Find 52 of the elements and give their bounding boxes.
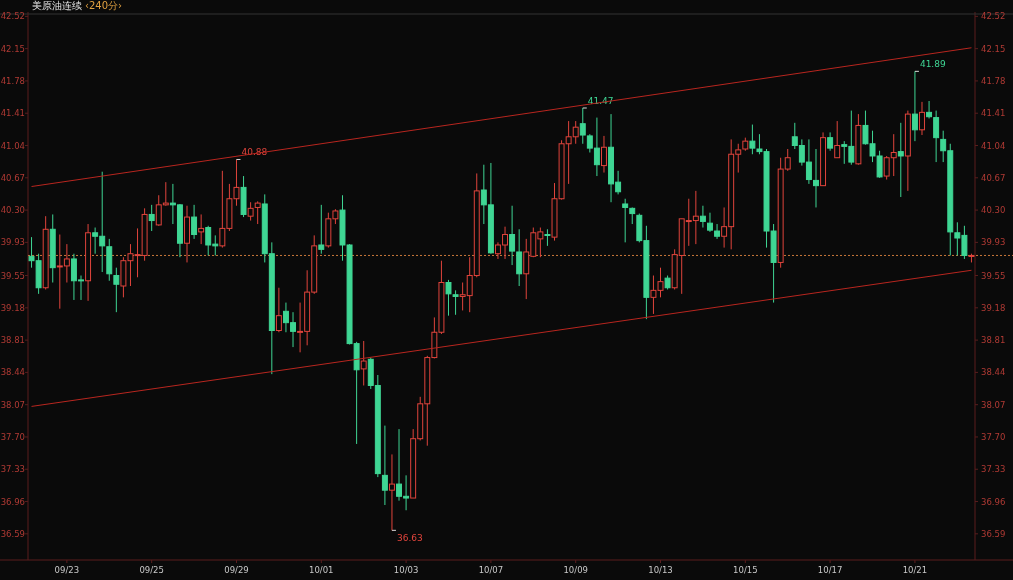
y2-tick-label: 39.18 bbox=[981, 302, 1006, 313]
y2-tick-label: 36.59 bbox=[981, 528, 1006, 539]
y-tick-label: 38.81 bbox=[0, 335, 25, 346]
y2-tick-label: 42.15 bbox=[981, 43, 1006, 54]
y2-tick-label: 40.30 bbox=[981, 205, 1006, 216]
y2-tick-label: 38.81 bbox=[981, 335, 1006, 346]
y-tick-label: 41.04 bbox=[0, 140, 25, 151]
y-tick-label: 36.59 bbox=[0, 528, 25, 539]
y2-tick-label: 36.96 bbox=[981, 496, 1006, 507]
y2-tick-label: 41.78 bbox=[981, 75, 1006, 86]
y2-tick-label: 40.67 bbox=[981, 172, 1006, 183]
y-tick-label: 37.33 bbox=[0, 464, 25, 475]
y-tick-label: 42.52 bbox=[0, 11, 25, 22]
chart-subtitle: ‹240分› bbox=[85, 0, 123, 11]
y-tick-label: 38.44 bbox=[0, 367, 25, 378]
y-tick-label: 37.70 bbox=[0, 431, 25, 442]
y-tick-label: 39.18 bbox=[0, 302, 25, 313]
y2-tick-label: 38.07 bbox=[981, 399, 1006, 410]
y-tick-label: 41.41 bbox=[0, 108, 25, 119]
x-tick-label: 09/29 bbox=[224, 565, 249, 575]
y2-tick-label: 42.52 bbox=[981, 11, 1006, 22]
x-tick-label: 09/25 bbox=[139, 565, 164, 575]
y2-tick-label: 37.70 bbox=[981, 431, 1006, 442]
candlestick bbox=[233, 158, 240, 207]
y2-tick-label: 41.04 bbox=[981, 140, 1006, 151]
y2-tick-label: 38.44 bbox=[981, 367, 1006, 378]
x-tick-label: 10/21 bbox=[902, 565, 928, 575]
y2-tick-label: 39.55 bbox=[981, 270, 1006, 281]
y-tick-label: 38.07 bbox=[0, 399, 25, 410]
x-tick-label: 10/13 bbox=[648, 565, 673, 575]
y-tick-label: 39.93 bbox=[0, 237, 25, 248]
y2-tick-label: 39.93 bbox=[981, 237, 1006, 248]
y-tick-label: 36.96 bbox=[0, 496, 25, 507]
x-tick-label: 10/09 bbox=[563, 565, 588, 575]
x-tick-label: 10/17 bbox=[817, 565, 843, 575]
x-tick-label: 10/07 bbox=[478, 565, 504, 575]
x-tick-label: 09/23 bbox=[54, 565, 80, 575]
x-tick-label: 10/01 bbox=[309, 565, 334, 575]
candle: 40.88 bbox=[233, 147, 268, 207]
x-tick-label: 10/15 bbox=[733, 565, 758, 575]
candlestick bbox=[911, 70, 918, 142]
candle: 36.63 bbox=[389, 453, 423, 544]
chart-title: 美原油连续 bbox=[32, 0, 82, 11]
y-tick-label: 40.67 bbox=[0, 172, 25, 183]
candle: 41.89 bbox=[911, 59, 946, 142]
y-tick-label: 42.15 bbox=[0, 43, 25, 54]
y2-tick-label: 37.33 bbox=[981, 464, 1006, 475]
x-tick-label: 10/03 bbox=[393, 565, 419, 575]
y-tick-label: 39.55 bbox=[0, 270, 25, 281]
y2-tick-label: 41.41 bbox=[981, 108, 1006, 119]
y-tick-label: 40.30 bbox=[0, 205, 25, 216]
y-tick-label: 41.78 bbox=[0, 75, 25, 86]
